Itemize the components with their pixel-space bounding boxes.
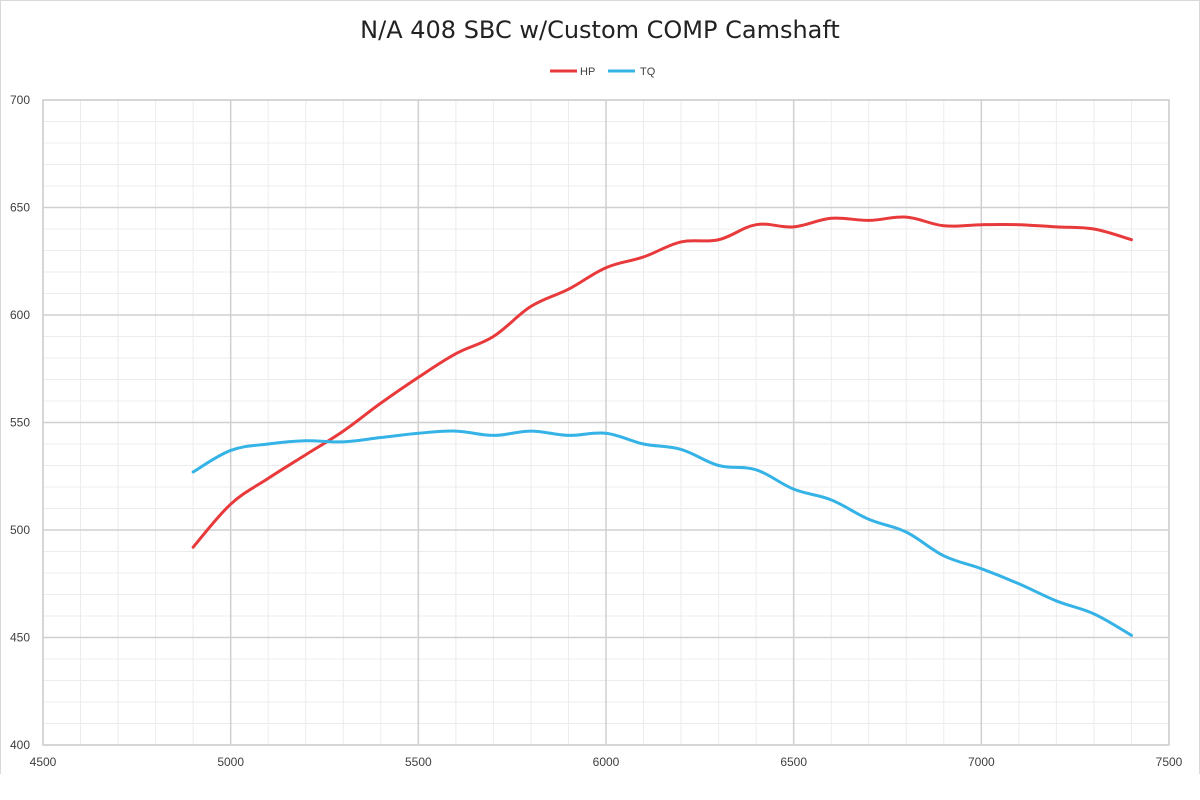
data-point-tq xyxy=(342,441,344,443)
series-line-hp xyxy=(191,215,1133,549)
data-point-hp xyxy=(417,376,419,378)
data-point-tq xyxy=(717,464,719,466)
data-point-hp xyxy=(192,546,194,548)
data-point-tq xyxy=(1055,600,1057,602)
y-tick-label: 450 xyxy=(10,631,30,645)
data-point-hp xyxy=(792,226,794,228)
y-tick-label: 650 xyxy=(10,201,30,215)
y-axis: 400 450 500 550 600 650 700 xyxy=(10,93,30,752)
x-tick-label: 5500 xyxy=(405,755,432,769)
data-point-hp xyxy=(943,225,945,227)
data-point-hp xyxy=(717,239,719,241)
data-point-tq xyxy=(605,432,607,434)
data-point-hp xyxy=(1130,239,1132,241)
x-tick-label: 4500 xyxy=(30,755,57,769)
y-tick-label: 400 xyxy=(10,738,30,752)
data-point-tq xyxy=(192,471,194,473)
data-point-tq xyxy=(417,432,419,434)
x-tick-label: 7000 xyxy=(968,755,995,769)
data-point-tq xyxy=(305,440,307,442)
data-point-hp xyxy=(567,288,569,290)
data-point-tq xyxy=(943,555,945,557)
data-point-hp xyxy=(305,454,307,456)
data-point-tq xyxy=(1018,583,1020,585)
data-point-tq xyxy=(680,448,682,450)
chart-title: N/A 408 SBC w/Custom COMP Camshaft xyxy=(360,16,840,44)
x-tick-label: 5000 xyxy=(217,755,244,769)
data-point-hp xyxy=(380,402,382,404)
data-point-tq xyxy=(1130,634,1132,636)
data-point-tq xyxy=(905,531,907,533)
data-point-tq xyxy=(380,436,382,438)
legend-label: TQ xyxy=(640,66,656,78)
data-point-hp xyxy=(980,224,982,226)
plot-area xyxy=(42,99,1170,746)
legend: HP TQ xyxy=(550,66,656,78)
data-point-hp xyxy=(229,503,231,505)
y-tick-label: 700 xyxy=(10,93,30,107)
data-point-tq xyxy=(267,443,269,445)
data-point-hp xyxy=(868,219,870,221)
data-point-tq xyxy=(1093,613,1095,615)
data-point-tq xyxy=(229,449,231,451)
series-tq xyxy=(191,429,1133,637)
series-line-tq xyxy=(191,429,1133,637)
series-layer xyxy=(191,215,1133,637)
data-point-hp xyxy=(1093,228,1095,230)
data-point-hp xyxy=(680,241,682,243)
data-point-hp xyxy=(1018,224,1020,226)
data-point-hp xyxy=(755,224,757,226)
data-point-hp xyxy=(455,353,457,355)
legend-item-tq: TQ xyxy=(608,66,656,78)
major-gridlines xyxy=(42,99,1170,746)
legend-item-hp: HP xyxy=(550,66,595,78)
data-point-hp xyxy=(342,430,344,432)
data-point-tq xyxy=(642,443,644,445)
data-point-hp xyxy=(492,335,494,337)
data-point-hp xyxy=(830,217,832,219)
data-point-tq xyxy=(455,430,457,432)
data-point-hp xyxy=(530,305,532,307)
data-point-tq xyxy=(792,488,794,490)
x-tick-label: 7500 xyxy=(1156,755,1183,769)
data-point-tq xyxy=(755,469,757,471)
data-point-hp xyxy=(267,477,269,479)
data-point-tq xyxy=(980,568,982,570)
data-point-tq xyxy=(492,434,494,436)
y-tick-label: 500 xyxy=(10,523,30,537)
data-point-hp xyxy=(605,267,607,269)
data-point-tq xyxy=(868,518,870,520)
data-point-tq xyxy=(830,499,832,501)
data-point-tq xyxy=(530,430,532,432)
data-point-hp xyxy=(1055,226,1057,228)
data-point-hp xyxy=(905,216,907,218)
data-point-hp xyxy=(642,256,644,258)
series-hp xyxy=(191,215,1133,549)
data-point-tq xyxy=(567,434,569,436)
x-tick-label: 6500 xyxy=(780,755,807,769)
legend-label: HP xyxy=(580,66,595,78)
y-tick-label: 550 xyxy=(10,416,30,430)
x-axis: 4500 5000 5500 6000 6500 7000 7500 xyxy=(30,755,1183,769)
y-tick-label: 600 xyxy=(10,308,30,322)
x-tick-label: 6000 xyxy=(593,755,620,769)
